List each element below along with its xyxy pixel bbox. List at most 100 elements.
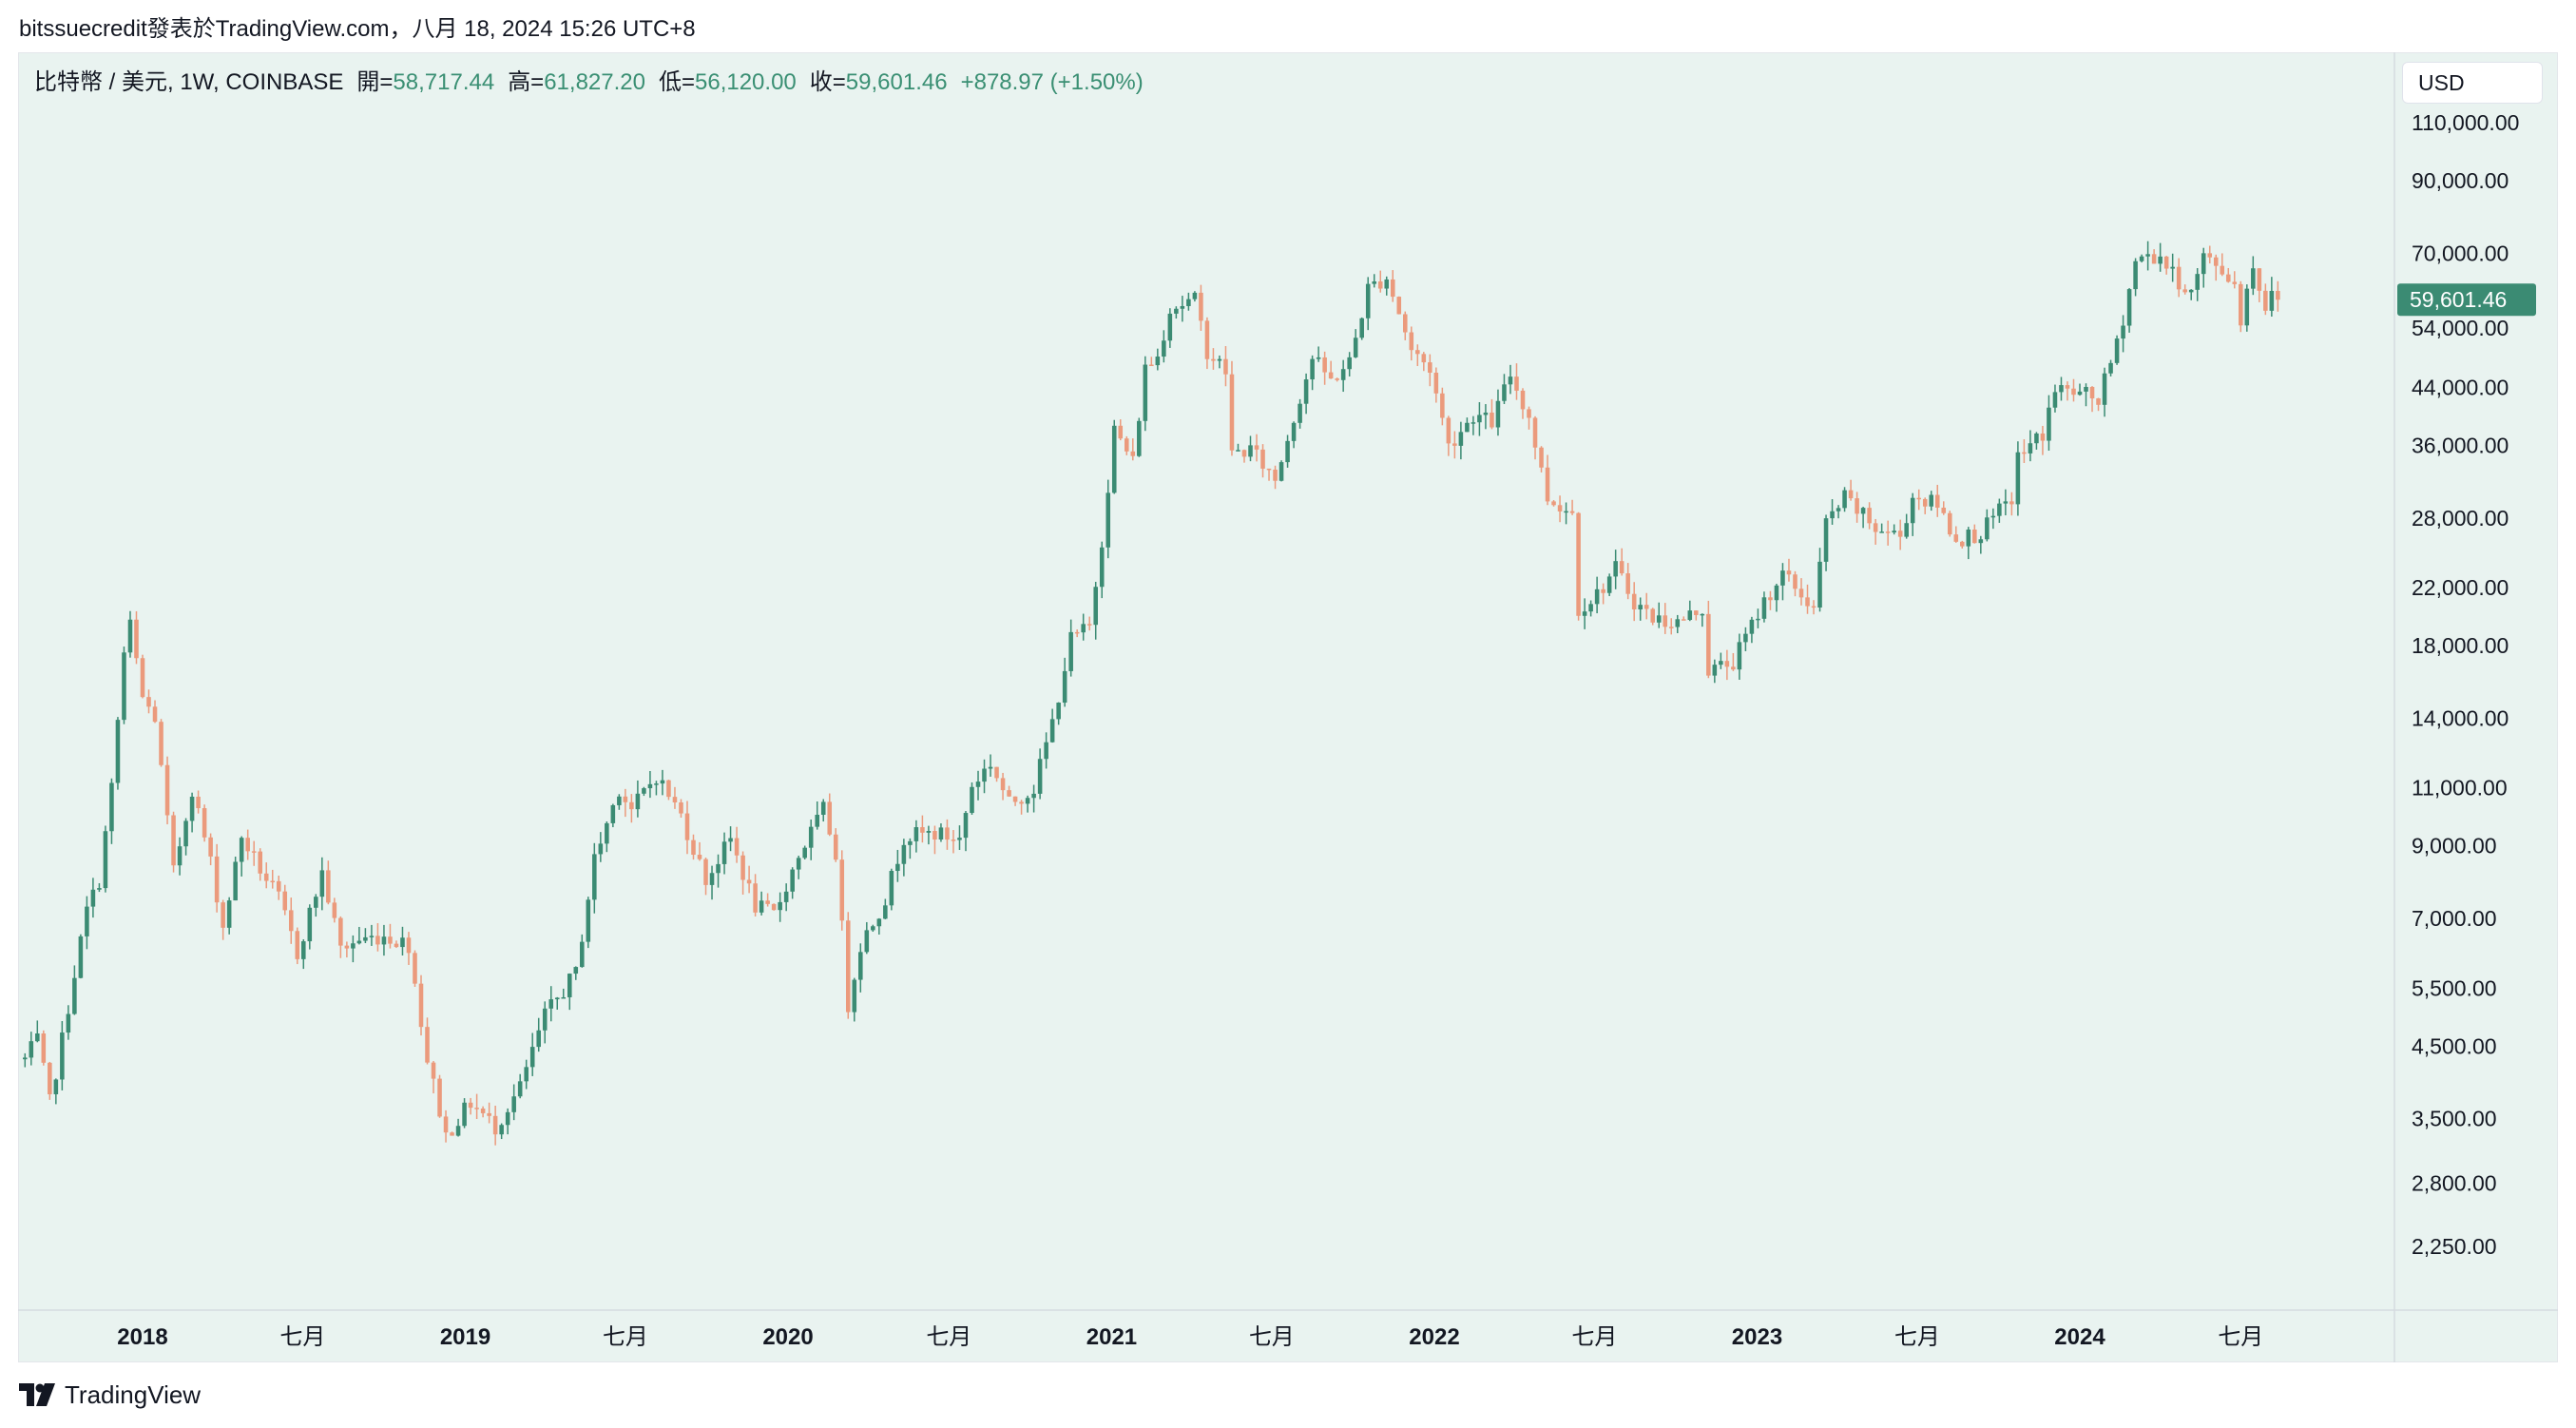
candle: [1892, 524, 1896, 535]
candle: [468, 1097, 473, 1115]
candle: [573, 966, 579, 980]
candle: [1885, 520, 1891, 546]
candle: [1682, 616, 1686, 621]
legend-close-value: 59,601.46: [845, 69, 948, 95]
candle: [672, 786, 678, 809]
candle: [1056, 702, 1061, 725]
candle: [462, 1098, 467, 1129]
candle: [827, 793, 833, 837]
candle: [2065, 381, 2070, 401]
candle: [1960, 540, 1965, 549]
candle: [2213, 254, 2219, 281]
candle: [926, 825, 932, 845]
tradingview-logo[interactable]: TradingView: [19, 1376, 201, 1414]
candle: [1749, 616, 1755, 644]
candle: [1668, 618, 1674, 635]
candle: [381, 924, 387, 956]
candle: [1433, 367, 1439, 403]
candle: [2158, 242, 2163, 272]
candle: [945, 819, 950, 850]
candle: [1167, 308, 1173, 348]
candle: [629, 794, 634, 823]
candle: [1199, 284, 1203, 331]
price-tick-label: 2,250.00: [2412, 1234, 2497, 1259]
candle: [202, 804, 207, 842]
candle: [2003, 489, 2009, 516]
price-axis: 110,000.00 90,000.00 70,000.00 54,000.00 44,…: [2412, 110, 2519, 1259]
price-tick-label: 5,500.00: [2412, 975, 2497, 1000]
candle: [1353, 329, 1358, 358]
candle: [517, 1073, 523, 1099]
candle: [759, 891, 764, 916]
candle: [1204, 317, 1210, 370]
candle: [1273, 465, 1278, 490]
candle: [771, 903, 777, 911]
candle: [2145, 241, 2150, 271]
candle: [1663, 603, 1668, 634]
candle: [406, 932, 412, 965]
candle: [1656, 602, 1662, 628]
candle: [115, 717, 121, 790]
candle: [1675, 614, 1681, 633]
candle: [258, 848, 262, 881]
candle: [1724, 649, 1730, 681]
candle: [1130, 438, 1136, 461]
candle: [1756, 608, 1760, 628]
candle: [1719, 652, 1723, 669]
candle: [796, 856, 801, 879]
price-tick-label: 9,000.00: [2412, 834, 2497, 859]
candle: [2121, 315, 2125, 353]
candle: [2028, 430, 2033, 462]
candle: [1291, 421, 1297, 449]
time-tick-label: 七月: [1571, 1324, 1617, 1350]
candle: [975, 770, 981, 801]
price-tick-label: 28,000.00: [2412, 506, 2509, 531]
candle: [1606, 573, 1612, 596]
candle: [1248, 435, 1253, 462]
candle: [1483, 404, 1489, 430]
time-tick-label: 2022: [1409, 1324, 1459, 1350]
candle: [1403, 311, 1408, 340]
symbol-legend: 比特幣 / 美元, 1W, COINBASE 開=58,717.44 高=61,82…: [34, 67, 1144, 99]
candle: [1576, 511, 1581, 621]
candle: [1012, 796, 1018, 806]
candle: [1904, 513, 1909, 539]
candle: [2195, 267, 2200, 301]
candle: [808, 819, 814, 860]
candle: [778, 892, 782, 922]
candle: [1477, 402, 1482, 436]
tradingview-brand: TradingView: [65, 1380, 202, 1409]
legend-low-value: 56,120.00: [695, 69, 797, 95]
candle: [1143, 356, 1148, 432]
candle: [474, 1093, 479, 1120]
candle: [1631, 582, 1637, 622]
candle: [1384, 276, 1390, 296]
candle: [1099, 541, 1105, 599]
candle: [326, 860, 331, 905]
candle: [344, 941, 350, 958]
candle: [1768, 590, 1773, 610]
currency-selector[interactable]: USD: [2402, 62, 2543, 104]
candle: [1910, 492, 1915, 536]
legend-high-value: 61,827.20: [544, 69, 645, 95]
candle: [1830, 499, 1835, 525]
candle: [1124, 435, 1129, 455]
candle: [1421, 352, 1427, 372]
candle: [1223, 346, 1228, 387]
candle: [307, 904, 313, 950]
candle: [338, 916, 343, 958]
candle: [196, 790, 201, 814]
candle: [1068, 619, 1073, 677]
candle: [2257, 268, 2262, 302]
candle: [2220, 253, 2225, 277]
candle: [1798, 578, 1804, 606]
candle: [1557, 495, 1563, 523]
price-tick-label: 110,000.00: [2412, 110, 2519, 135]
candle: [1415, 344, 1420, 367]
candle: [951, 830, 956, 854]
candle: [288, 897, 294, 944]
candle: [2077, 383, 2083, 396]
candle: [1514, 363, 1519, 400]
candle: [1916, 489, 1921, 511]
